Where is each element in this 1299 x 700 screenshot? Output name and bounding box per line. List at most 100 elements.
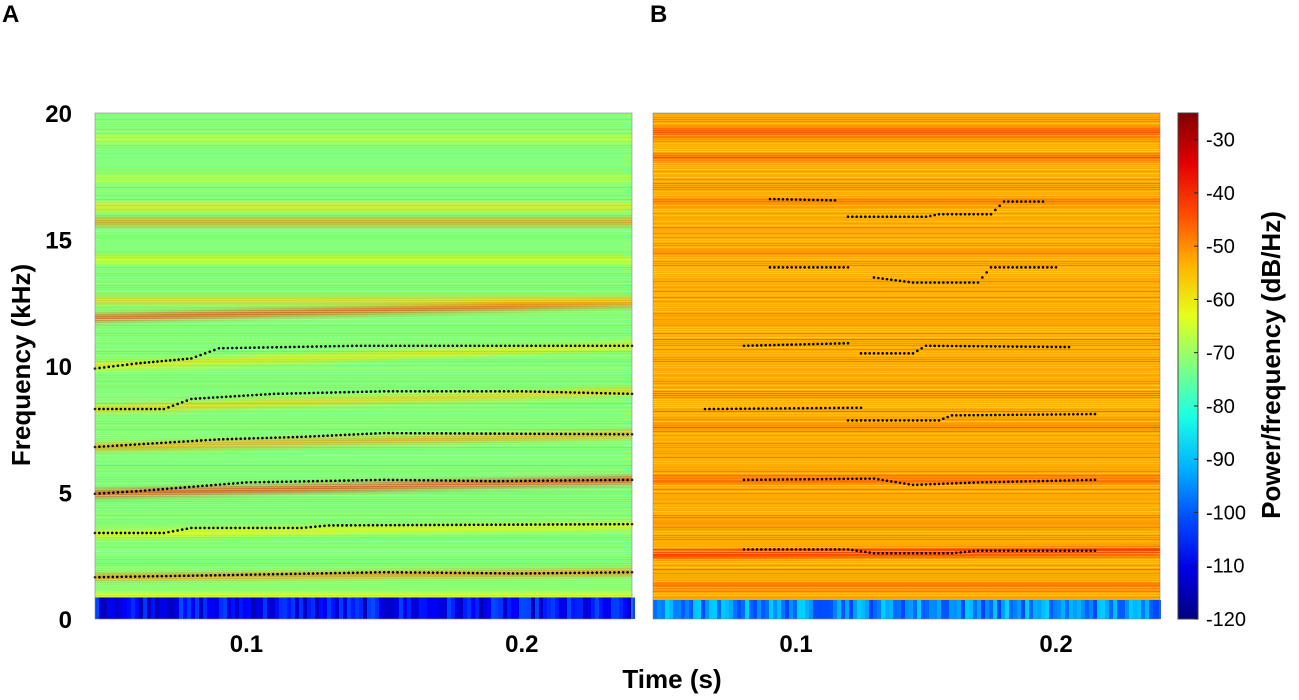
track-point [898, 352, 902, 355]
track-point [890, 215, 893, 219]
track-point [409, 390, 413, 393]
noise-line [653, 503, 1160, 504]
track-point [306, 345, 310, 348]
track-point [577, 432, 581, 436]
track-point [564, 523, 568, 526]
track-point [511, 432, 514, 436]
track-point [560, 390, 563, 394]
track-point [186, 439, 190, 443]
low-band-cell [199, 597, 203, 619]
noise-line [653, 545, 1160, 546]
track-point [578, 523, 581, 526]
track-point [419, 523, 423, 527]
low-band-cell [909, 600, 913, 619]
noise-line [95, 271, 632, 272]
noise-line [653, 317, 1160, 318]
track-point [220, 526, 224, 530]
track-point [418, 478, 421, 482]
noise-line [95, 335, 632, 336]
low-band-cell [551, 597, 555, 619]
track-point [916, 349, 919, 353]
track-point [626, 522, 629, 526]
track-point [277, 392, 280, 396]
low-band-cell [339, 597, 343, 619]
track-point [929, 344, 932, 348]
noise-line [95, 277, 632, 278]
low-band-cell [531, 597, 535, 619]
noise-line [653, 335, 1160, 336]
track-point [484, 479, 487, 483]
track-point [502, 432, 505, 435]
track-point [329, 571, 333, 575]
noise-line [653, 535, 1160, 536]
track-point [521, 344, 525, 348]
low-band-cell [689, 600, 693, 619]
low-band-cell [849, 600, 853, 619]
track-point [807, 548, 811, 551]
track-point [107, 491, 111, 495]
noise-line [95, 287, 632, 288]
track-point [498, 390, 501, 393]
track-point [298, 572, 302, 576]
low-band-cell [941, 600, 945, 619]
track-point [829, 198, 832, 202]
track-point [196, 484, 200, 488]
noise-line [653, 561, 1160, 562]
low-band-cell [789, 600, 793, 619]
noise-line [95, 267, 632, 268]
noise-line [653, 407, 1160, 408]
spectral-band [95, 388, 632, 413]
track-point [599, 432, 603, 436]
noise-line [653, 123, 1160, 124]
track-point [877, 276, 880, 280]
track-point [121, 490, 124, 494]
noise-line [653, 505, 1160, 506]
noise-line [95, 125, 632, 126]
track-point [246, 394, 250, 397]
noise-line [95, 383, 632, 384]
track-point [768, 478, 772, 481]
noise-line [95, 475, 632, 476]
low-band-cell [1005, 600, 1009, 619]
noise-line [95, 435, 632, 436]
track-point [819, 406, 823, 410]
noise-line [95, 189, 632, 190]
track-point [903, 352, 906, 355]
low-band-cell [749, 600, 753, 619]
noise-line [653, 295, 1160, 296]
noise-line [95, 451, 632, 452]
track-point [542, 390, 546, 394]
track-point [907, 551, 910, 555]
noise-line [653, 217, 1160, 218]
track-point [877, 352, 880, 355]
low-band-cell [897, 600, 901, 619]
track-point [412, 344, 415, 348]
noise-line [653, 309, 1160, 310]
noise-line [653, 213, 1160, 214]
noise-line [95, 439, 632, 440]
noise-line [95, 341, 632, 342]
low-band-cell [1101, 600, 1105, 619]
noise-line [95, 167, 632, 168]
noise-line [653, 277, 1160, 278]
noise-line [653, 525, 1160, 526]
low-band-cell [1141, 600, 1145, 619]
track-point [142, 575, 146, 578]
track-point [1063, 479, 1066, 482]
track-point [289, 572, 293, 576]
low-band-cell [499, 597, 503, 619]
track-point [773, 343, 776, 347]
track-point [742, 548, 746, 551]
track-point [516, 390, 519, 393]
track-point [529, 523, 533, 526]
track-point [1046, 549, 1049, 552]
track-point [438, 344, 441, 348]
track-point [524, 390, 528, 393]
track-point [433, 523, 436, 527]
low-band-cell [439, 597, 443, 619]
track-point [431, 571, 435, 574]
noise-line [653, 593, 1160, 594]
track-point [245, 573, 248, 577]
low-band-cell [673, 600, 677, 619]
track-point [985, 344, 988, 348]
